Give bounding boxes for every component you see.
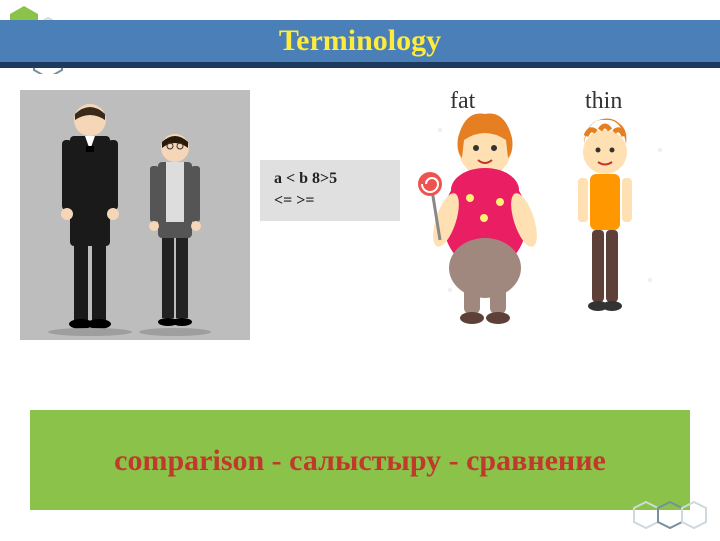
code-line-1: a < b 8>5 <box>274 168 386 190</box>
title-bar: Terminology <box>0 20 720 62</box>
fat-label: fat <box>450 88 475 115</box>
title-underline <box>0 62 720 68</box>
comparison-operators-box: a < b 8>5 <= >= <box>260 160 400 221</box>
fat-thin-illustration: fat thin <box>410 90 690 340</box>
thin-label: thin <box>585 88 622 115</box>
page-title: Terminology <box>279 24 441 58</box>
translation-bar: comparison - салыстыру - сравнение <box>30 410 690 510</box>
code-line-2: <= >= <box>274 190 386 212</box>
content-row: a < b 8>5 <= >= fat thin <box>20 90 700 370</box>
two-men-illustration <box>20 90 250 340</box>
corner-hex-decoration-bottom <box>626 496 716 536</box>
translation-text: comparison - салыстыру - сравнение <box>114 441 606 480</box>
